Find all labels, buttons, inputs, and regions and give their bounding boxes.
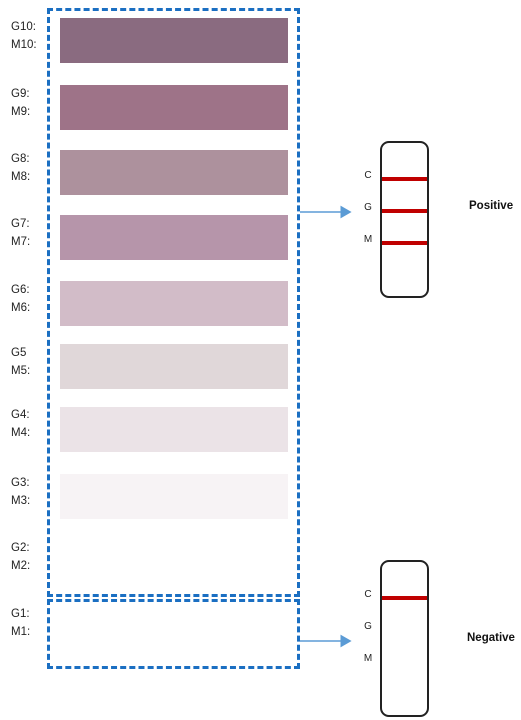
strip-letter-g: G bbox=[364, 202, 372, 213]
grade-m-label: M9: bbox=[11, 106, 31, 118]
grade-m-label: M7: bbox=[11, 236, 31, 248]
color-swatch bbox=[60, 18, 288, 63]
test-line-c bbox=[382, 177, 427, 181]
negative-test-strip bbox=[380, 560, 429, 717]
grade-g-label: G9: bbox=[11, 88, 30, 100]
color-swatch bbox=[60, 407, 288, 452]
grade-g-label: G6: bbox=[11, 284, 30, 296]
color-swatch bbox=[60, 215, 288, 260]
grade-g-label: G5 bbox=[11, 347, 27, 359]
negative-label: Negative bbox=[467, 632, 515, 644]
grade-label: G4: M4: bbox=[11, 406, 30, 442]
negative-group-box bbox=[47, 599, 300, 669]
test-line-m bbox=[382, 241, 427, 245]
grade-m-label: M3: bbox=[11, 495, 31, 507]
grade-label: G3: M3: bbox=[11, 474, 30, 510]
grade-m-label: M4: bbox=[11, 427, 31, 439]
grade-label: G6: M6: bbox=[11, 281, 30, 317]
grade-g-label: G1: bbox=[11, 608, 30, 620]
strip-letter-m: M bbox=[363, 653, 373, 664]
grade-label: G5 M5: bbox=[11, 344, 30, 380]
positive-group-box bbox=[47, 8, 300, 597]
grade-g-label: G2: bbox=[11, 542, 30, 554]
grade-g-label: G7: bbox=[11, 218, 30, 230]
grade-m-label: M6: bbox=[11, 302, 31, 314]
grade-label: G9: M9: bbox=[11, 85, 30, 121]
positive-label: Positive bbox=[469, 200, 514, 212]
grade-m-label: M2: bbox=[11, 560, 31, 572]
test-line-g bbox=[382, 209, 427, 213]
color-swatch bbox=[60, 539, 288, 584]
grade-label: G10: M10: bbox=[11, 18, 37, 54]
strip-letter-c: C bbox=[364, 170, 372, 181]
grade-m-label: M1: bbox=[11, 626, 31, 638]
grade-g-label: G10: bbox=[11, 21, 36, 33]
grade-m-label: M10: bbox=[11, 39, 37, 51]
grade-label: G7: M7: bbox=[11, 215, 30, 251]
test-line-c bbox=[382, 596, 427, 600]
grade-label: G1: M1: bbox=[11, 605, 30, 641]
strip-letter-g: G bbox=[364, 621, 372, 632]
grade-g-label: G3: bbox=[11, 477, 30, 489]
grade-label: G2: M2: bbox=[11, 539, 30, 575]
grade-m-label: M8: bbox=[11, 171, 31, 183]
grade-label: G8: M8: bbox=[11, 150, 30, 186]
color-swatch bbox=[60, 474, 288, 519]
grade-g-label: G4: bbox=[11, 409, 30, 421]
strip-letter-m: M bbox=[363, 234, 373, 245]
color-swatch bbox=[60, 150, 288, 195]
color-swatch bbox=[60, 85, 288, 130]
color-swatch bbox=[60, 344, 288, 389]
positive-test-strip bbox=[380, 141, 429, 298]
grade-m-label: M5: bbox=[11, 365, 31, 377]
strip-letter-c: C bbox=[364, 589, 372, 600]
grade-g-label: G8: bbox=[11, 153, 30, 165]
color-swatch bbox=[60, 281, 288, 326]
color-swatch bbox=[60, 607, 288, 652]
